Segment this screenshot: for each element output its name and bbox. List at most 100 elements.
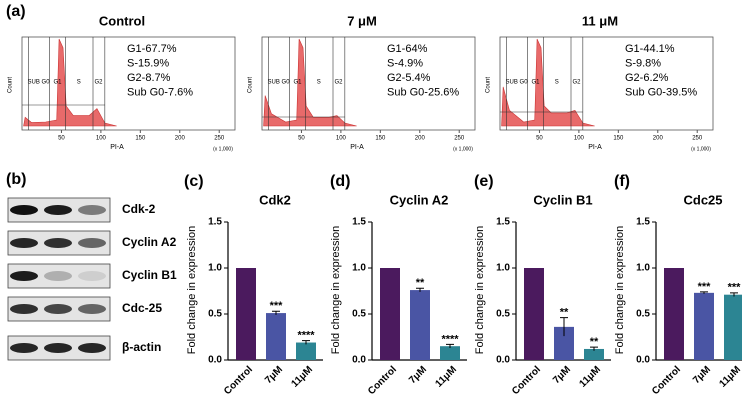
histogram	[263, 38, 357, 127]
error-bar	[560, 317, 568, 337]
significance-label: **	[416, 277, 425, 289]
blot-band	[10, 304, 38, 314]
bar	[724, 294, 742, 360]
flow-title: Control	[99, 13, 145, 28]
y-tick-label: 0.5	[496, 309, 510, 320]
panel-label: (e)	[474, 173, 494, 190]
gate-label: S	[555, 80, 559, 86]
blot-label: Cyclin A2	[122, 235, 177, 249]
panel-label: (d)	[330, 173, 350, 190]
blot-label: Cdc-25	[122, 301, 162, 315]
x-tick-label: 200	[175, 136, 186, 142]
flow-stat: S-9.8%	[625, 57, 661, 69]
bar	[694, 292, 714, 360]
x-tick-label: 7μM	[551, 364, 573, 386]
error-bar	[302, 340, 310, 345]
y-axis-label: Count	[486, 77, 492, 93]
x-tick-label: 50	[536, 136, 543, 142]
blot-band	[78, 205, 106, 215]
y-tick-label: 0.0	[636, 355, 650, 366]
bar	[410, 290, 430, 360]
error-bar	[446, 343, 454, 349]
blot-band	[78, 271, 106, 281]
significance-label: **	[560, 307, 569, 319]
blot-band	[10, 238, 38, 248]
x-tick-label: 7μM	[691, 364, 713, 386]
bar	[266, 313, 286, 360]
gate-label: S	[77, 80, 81, 86]
error-bar	[590, 346, 598, 351]
y-tick-label: 0.5	[208, 309, 222, 320]
x-tick-label: 100	[336, 136, 347, 142]
flow-stat: G1-67.7%	[127, 43, 177, 55]
gate-label: G1	[293, 80, 302, 86]
x-tick-label: 250	[692, 136, 703, 142]
y-tick-label: 1.0	[636, 263, 650, 274]
significance-label: ****	[441, 333, 459, 345]
y-tick-label: 1.5	[352, 217, 366, 228]
gate-label: G2	[573, 80, 582, 86]
bar	[664, 268, 684, 360]
x-tick-label: 100	[574, 136, 585, 142]
flow-stat: Sub G0-25.6%	[387, 86, 459, 98]
x-axis-label: PI-A	[588, 144, 602, 151]
significance-label: **	[590, 336, 599, 348]
x-axis-unit: (x 1,000)	[213, 146, 233, 152]
flow-frame	[499, 36, 714, 131]
flow-stat: G2-5.4%	[387, 72, 431, 84]
gate-label: G1	[531, 80, 540, 86]
gate-label: S	[317, 80, 321, 86]
blot-band	[44, 343, 72, 353]
panel-label: (f)	[614, 173, 630, 190]
x-axis-unit: (x 1,000)	[453, 146, 473, 152]
blot-band	[44, 205, 72, 215]
x-tick-label: 11μM	[578, 364, 603, 389]
x-tick-label: 11μM	[290, 364, 315, 389]
significance-label: ***	[698, 281, 712, 293]
flow-stat: Sub G0-7.6%	[127, 86, 193, 98]
gate-label: G2	[335, 80, 344, 86]
blot-band	[78, 343, 106, 353]
blot-band	[10, 205, 38, 215]
chart-title: Cyclin A2	[390, 192, 449, 207]
gate-label: SUB G0	[268, 80, 291, 86]
gate-label: G1	[53, 80, 62, 86]
gate-label: SUB G0	[28, 80, 51, 86]
flow-stat: S-4.9%	[387, 57, 423, 69]
error-bar	[700, 291, 708, 294]
blot-band	[44, 238, 72, 248]
blot-band	[10, 271, 38, 281]
x-tick-label: Control	[366, 364, 399, 397]
y-tick-label: 0.5	[636, 309, 650, 320]
flow-title: 7 μM	[347, 13, 377, 28]
panel-label: (b)	[6, 171, 26, 188]
y-tick-label: 1.5	[208, 217, 222, 228]
flow-stat: G1-44.1%	[625, 43, 675, 55]
y-tick-label: 1.0	[352, 263, 366, 274]
flow-stat: G2-8.7%	[127, 72, 171, 84]
blot-band	[44, 271, 72, 281]
x-tick-label: 7μM	[407, 364, 429, 386]
x-tick-label: 250	[454, 136, 465, 142]
x-tick-label: Control	[650, 364, 683, 397]
bar	[380, 268, 400, 360]
bar	[554, 326, 574, 360]
x-tick-label: Control	[222, 364, 255, 397]
y-axis-label: Fold change in expression	[474, 226, 486, 354]
x-tick-label: 11μM	[434, 364, 459, 389]
bar	[236, 268, 256, 360]
x-tick-label: 200	[653, 136, 664, 142]
x-tick-label: 50	[58, 136, 65, 142]
x-tick-label: 100	[96, 136, 107, 142]
chart-title: Cdk2	[259, 192, 291, 207]
y-tick-label: 1.5	[636, 217, 650, 228]
x-axis-label: PI-A	[110, 144, 124, 151]
y-axis-label: Count	[8, 77, 14, 93]
significance-label: ****	[297, 330, 315, 342]
chart-title: Cdc25	[683, 192, 722, 207]
bar	[584, 348, 604, 360]
x-tick-label: Control	[510, 364, 543, 397]
blot-label: β-actin	[122, 340, 161, 354]
blot-band	[78, 304, 106, 314]
